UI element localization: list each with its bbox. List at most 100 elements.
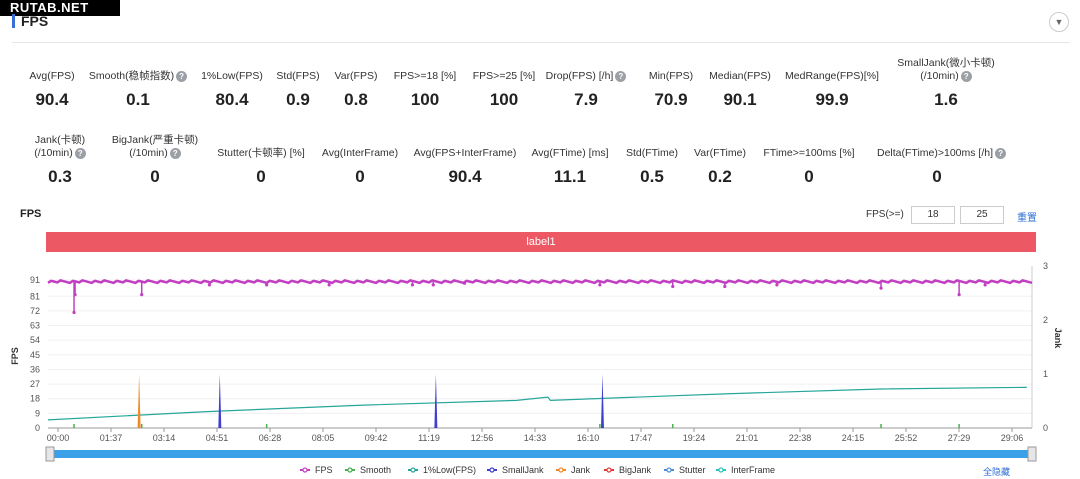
metric-value: 90.4 — [35, 90, 69, 109]
x-tick-label: 11:19 — [418, 433, 440, 443]
metric-label: Stutter(卡顿率) [%] — [217, 147, 305, 159]
metric-7: Var(FTime) 0.2 — [660, 147, 780, 187]
legend-item: BigJank — [619, 465, 652, 475]
title-accent — [12, 14, 15, 28]
hide-all-button[interactable]: 全隐藏 — [983, 467, 1011, 477]
x-tick-label: 17:47 — [630, 433, 653, 443]
jank-spike — [137, 374, 141, 428]
metric-label: Avg(InterFrame) — [321, 147, 399, 159]
fps-dip-point — [775, 283, 779, 287]
x-tick-label: 06:28 — [259, 433, 282, 443]
metric-label: 1%Low(FPS) — [201, 70, 263, 82]
x-tick-label: 12:56 — [471, 433, 494, 443]
metric-label: Std(FPS) — [276, 70, 320, 82]
x-tick-label: 29:06 — [1001, 433, 1024, 443]
metric-value: 70.9 — [654, 90, 688, 109]
divider — [12, 42, 1070, 43]
x-tick-label: 04:51 — [206, 433, 229, 443]
metric-value: 100 — [489, 90, 519, 109]
y-axis-label: FPS — [10, 347, 20, 365]
segment-label-bar[interactable]: label1 — [46, 232, 1036, 252]
x-tick-label: 24:15 — [842, 433, 865, 443]
y2-axis-label: Jank — [1053, 328, 1063, 350]
y-tick-label: 63 — [30, 321, 40, 331]
metric-value: 0.8 — [344, 90, 368, 109]
legend-item: InterFrame — [731, 465, 775, 475]
metric-6: Std(FTime) 0.5 — [592, 147, 712, 187]
metric-value: 0 — [150, 167, 160, 186]
help-icon[interactable]: ? — [615, 70, 627, 82]
legend-item: Stutter — [679, 465, 706, 475]
metric-value: 1.6 — [934, 90, 958, 109]
metric-value: 100 — [410, 90, 440, 109]
y2-tick-label: 1 — [1043, 369, 1048, 379]
fps-dip-point — [723, 284, 727, 289]
fps-dip-point — [207, 283, 211, 287]
metric-label: FPS>=18 [%] — [393, 70, 457, 82]
fps-dip-point — [671, 284, 675, 289]
help-icon[interactable]: ? — [176, 70, 188, 82]
site-watermark: RUTAB.NET — [0, 0, 120, 16]
metric-label: BigJank(严重卡顿) — [111, 134, 199, 146]
metric-label: MedRange(FPS)[%] — [785, 70, 879, 82]
metric-value: 90.4 — [448, 167, 482, 186]
fps-dip-point — [265, 283, 269, 287]
metric-9: Median(FPS) 90.1 — [680, 70, 800, 110]
help-icon[interactable]: ? — [960, 70, 972, 82]
range-slider-handle-right — [1027, 446, 1037, 462]
metric-label: Var(FPS) — [334, 70, 378, 82]
metric-1: Smooth(稳帧指数)? 0.1 — [78, 70, 198, 110]
metric-label: Avg(FPS) — [29, 70, 75, 82]
fps-threshold-input-2[interactable]: 25 — [960, 206, 1004, 224]
fps-threshold-input-1[interactable]: 18 — [911, 206, 955, 224]
fps-threshold-label: FPS(>=) — [866, 209, 904, 220]
y-tick-label: 0 — [35, 423, 40, 433]
fps-dip-point — [983, 283, 987, 287]
y2-tick-label: 2 — [1043, 315, 1048, 325]
fps-dip-point — [73, 293, 77, 297]
metric-label: Var(FTime) — [694, 147, 746, 159]
legend-swatch-dot — [666, 467, 672, 473]
metric-label: Drop(FPS) [/h]? — [526, 70, 646, 83]
metric-7: Drop(FPS) [/h]? 7.9 — [526, 70, 646, 110]
x-tick-label: 25:52 — [895, 433, 918, 443]
metric-label: FPS>=25 [%] — [472, 70, 536, 82]
metric-value: 80.4 — [215, 90, 249, 109]
metric-11: SmallJank(微小卡顿) (/10min)? 1.6 — [886, 57, 1006, 110]
collapse-toggle[interactable]: ▼ — [1049, 12, 1069, 32]
metric-label-unit: (/10min)? — [0, 147, 120, 160]
metric-2: Stutter(卡顿率) [%] 0 — [201, 147, 321, 187]
series-line-fps — [47, 279, 1033, 285]
metric-value: 90.1 — [723, 90, 757, 109]
metric-value: 7.9 — [574, 90, 598, 109]
help-icon[interactable]: ? — [74, 147, 86, 159]
y-tick-label: 45 — [30, 350, 40, 360]
metric-label: Smooth(稳帧指数)? — [78, 70, 198, 83]
help-icon[interactable]: ? — [995, 147, 1007, 159]
legend-swatch-dot — [347, 467, 353, 473]
chevron-down-icon: ▼ — [1054, 17, 1064, 27]
y-tick-label: 18 — [30, 394, 40, 404]
metric-label: Median(FPS) — [709, 70, 771, 82]
metric-10: MedRange(FPS)[%] 99.9 — [772, 70, 892, 110]
fps-dip-point — [598, 283, 602, 287]
y-tick-label: 27 — [30, 379, 40, 389]
metric-label: Delta(FTime)>100ms [/h]? — [877, 147, 1007, 160]
x-tick-label: 21:01 — [736, 433, 759, 443]
x-tick-label: 16:10 — [577, 433, 600, 443]
reset-button[interactable]: 重置 — [1017, 213, 1037, 224]
fps-chart[interactable]: 0 9 18 27 36 45 54 63 72 81 91 0 1 2 3 FPS Jank 00:00 01:3… — [0, 258, 1080, 479]
help-icon[interactable]: ? — [169, 147, 181, 159]
series-line-1percent-low — [47, 386, 1027, 421]
fps-dip-point — [327, 283, 331, 287]
legend-item: Jank — [571, 465, 591, 475]
metric-value: 0.5 — [640, 167, 664, 186]
metric-1: BigJank(严重卡顿) (/10min)? 0 — [95, 134, 215, 187]
y-tick-label: 36 — [30, 364, 40, 374]
range-slider-track — [48, 450, 1034, 458]
metric-5: FPS>=18 [%] 100 — [365, 70, 485, 110]
fps-dip-point — [140, 293, 144, 297]
x-tick-label: 14:33 — [524, 433, 547, 443]
legend-item: SmallJank — [502, 465, 544, 475]
legend-item: 1%Low(FPS) — [423, 465, 476, 475]
